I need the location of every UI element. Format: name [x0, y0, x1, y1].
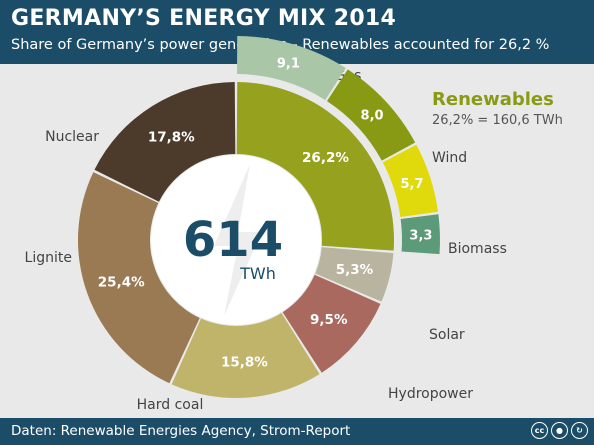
data-source: Daten: Renewable Energies Agency, Strom-… [11, 423, 351, 439]
slice-label-others: 5,3% [336, 262, 374, 278]
slice-label-nuclear: 15,8% [221, 355, 268, 371]
ring-name-solar: Solar [429, 327, 465, 343]
lightning-icon [214, 164, 262, 316]
total-value: 614 [183, 212, 283, 268]
ring-name-biomass: Biomass [448, 241, 507, 257]
slice-label-renewables: 26,2% [302, 150, 349, 166]
ring-name-wind: Wind [432, 150, 467, 166]
donut-slices [77, 82, 394, 399]
ring-slice-wind [236, 36, 346, 101]
category-name-lignite: Lignite [25, 250, 72, 266]
ring-slice-solar [382, 144, 439, 218]
slice-renewables [236, 82, 394, 251]
ring-label-wind: 9,1 [277, 57, 300, 72]
ring-slice-biomass [326, 69, 416, 161]
chart-title: GERMANY’S ENERGY MIX 2014 [11, 6, 397, 31]
category-name-nuclear: Nuclear [45, 129, 99, 145]
licence-icons: cc ● ↻ [531, 422, 588, 439]
ring-label-solar: 5,7 [401, 177, 424, 192]
slice-nuclear [171, 312, 320, 399]
ring-name-hydropower: Hydropower [388, 386, 473, 402]
renewables-ring [236, 36, 441, 255]
slice-hard-coal [94, 82, 236, 202]
slice-natural-gas [282, 274, 381, 373]
slice-label-natural-gas: 9,5% [310, 312, 348, 328]
footer: Daten: Renewable Energies Agency, Strom-… [0, 418, 594, 445]
renewables-title: Renewables [432, 89, 554, 110]
sa-icon: ↻ [571, 422, 588, 439]
ring-label-hydropower: 3,3 [409, 229, 432, 244]
by-icon: ● [551, 422, 568, 439]
slice-others [315, 247, 394, 302]
category-name-hard-coal: Hard coal [137, 397, 204, 413]
slice-lignite [77, 172, 200, 384]
slice-label-lignite: 25,4% [98, 274, 145, 290]
ring-slice-hydropower [400, 214, 441, 255]
total-unit: TWh [239, 264, 276, 283]
renewables-subtitle: 26,2% = 160,6 TWh [432, 113, 563, 128]
slice-label-hard-coal: 17,8% [148, 130, 195, 146]
cc-icon: cc [531, 422, 548, 439]
ring-label-biomass: 8,0 [361, 109, 384, 124]
